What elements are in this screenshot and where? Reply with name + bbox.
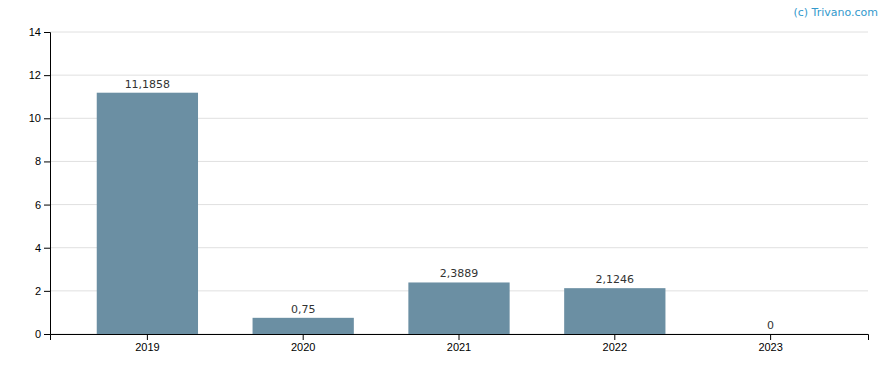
x-tick-mark <box>303 334 304 340</box>
y-tick-mark <box>44 291 50 292</box>
y-tick-mark <box>44 334 50 335</box>
annotation: (c) Trivano.com <box>793 6 878 19</box>
y-tick-mark <box>44 248 50 249</box>
grid-line <box>50 75 868 76</box>
x-tick: 2023 <box>758 334 782 353</box>
y-tick: 0 <box>35 328 50 340</box>
y-tick: 6 <box>35 199 50 211</box>
y-tick: 10 <box>29 112 50 124</box>
x-tick: 2021 <box>447 334 471 353</box>
x-tick-mark <box>147 334 148 340</box>
y-tick: 12 <box>29 69 50 81</box>
y-tick-label: 8 <box>35 155 41 167</box>
chart: 0 2 4 6 8 10 12 14 2019 2020 2021 2022 2023 11,1858 0,… <box>0 0 888 370</box>
y-axis-line <box>44 33 51 335</box>
data-label: 0 <box>767 319 774 332</box>
y-tick: 8 <box>35 155 50 167</box>
x-tick-label: 2021 <box>447 341 471 353</box>
grid <box>50 32 868 334</box>
bar <box>564 288 665 334</box>
plot: 0 2 4 6 8 10 12 14 2019 2020 2021 2022 2023 11,1858 0,… <box>29 26 869 353</box>
data-labels: 11,1858 0,75 2,3889 2,1246 0 <box>125 78 774 332</box>
x-tick-label: 2019 <box>135 341 159 353</box>
y-tick: 14 <box>29 26 50 38</box>
x-tick-label: 2022 <box>603 341 627 353</box>
x-tick-label: 2023 <box>758 341 782 353</box>
y-tick-label: 0 <box>35 328 41 340</box>
y-tick-label: 6 <box>35 199 41 211</box>
grid-line <box>50 32 868 33</box>
data-label: 2,3889 <box>440 267 479 280</box>
x-tick: 2020 <box>291 334 315 353</box>
x-axis-line <box>51 335 869 341</box>
y-tick-mark <box>44 161 50 162</box>
y-tick-label: 4 <box>35 242 41 254</box>
y-tick-mark <box>44 32 50 33</box>
y-tick-label: 2 <box>35 285 41 297</box>
x-axis: 2019 2020 2021 2022 2023 <box>51 334 869 353</box>
y-axis: 0 2 4 6 8 10 12 14 <box>29 26 51 340</box>
y-tick-mark <box>44 75 50 76</box>
y-tick-label: 14 <box>29 26 41 38</box>
y-tick-label: 12 <box>29 69 41 81</box>
bars <box>97 93 666 334</box>
x-tick-label: 2020 <box>291 341 315 353</box>
y-tick-mark <box>44 205 50 206</box>
x-tick: 2019 <box>135 334 159 353</box>
bar <box>97 93 198 334</box>
y-tick-label: 10 <box>29 112 41 124</box>
data-label: 0,75 <box>291 303 316 316</box>
x-tick: 2022 <box>603 334 627 353</box>
x-tick-mark <box>459 334 460 340</box>
bar <box>253 318 354 334</box>
y-tick: 2 <box>35 285 50 297</box>
data-label: 11,1858 <box>125 78 171 91</box>
y-tick-mark <box>44 118 50 119</box>
x-tick-mark <box>770 334 771 340</box>
data-label: 2,1246 <box>596 273 635 286</box>
bar <box>408 282 509 334</box>
x-tick-mark <box>614 334 615 340</box>
bar <box>720 334 821 335</box>
y-tick: 4 <box>35 242 50 254</box>
